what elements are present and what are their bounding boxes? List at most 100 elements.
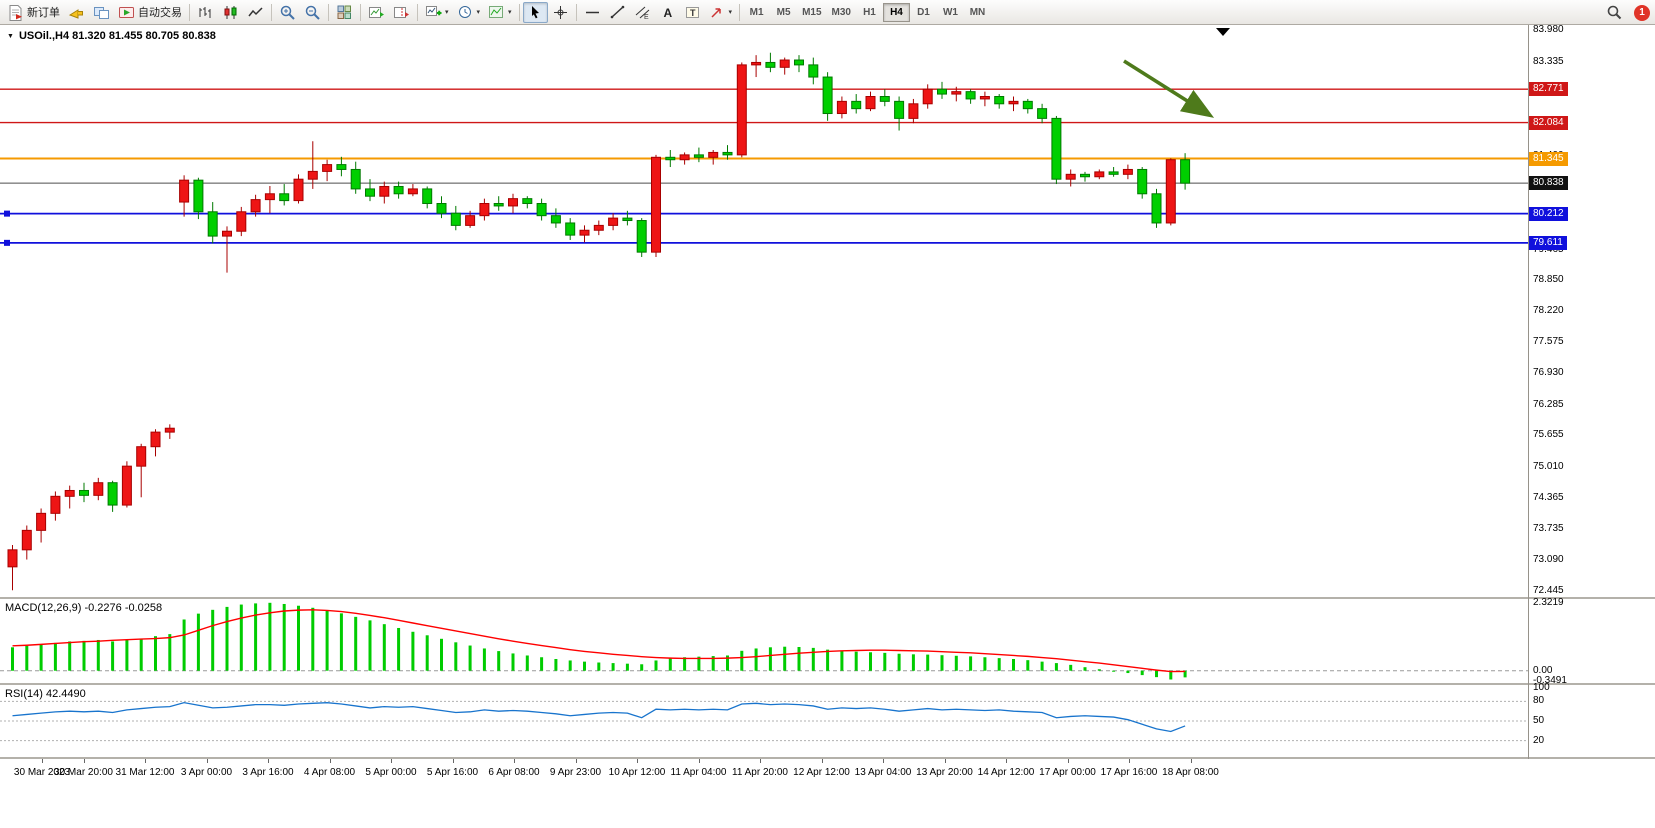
text-label-tool-button[interactable]: T: [680, 2, 705, 23]
svg-text:A: A: [663, 6, 672, 20]
time-tick-mark: [1067, 759, 1069, 763]
indicators-button[interactable]: ▾: [484, 2, 516, 23]
tile-windows-button[interactable]: [332, 2, 357, 23]
macd-histogram-bar: [1140, 670, 1144, 676]
candle-body: [1180, 159, 1191, 184]
macd-histogram-bar: [254, 603, 258, 671]
channel-tool-button[interactable]: E: [630, 2, 655, 23]
price-axis-border: [1528, 25, 1529, 759]
macd-histogram-bar: [11, 647, 14, 671]
candlestick-chart-button[interactable]: [218, 2, 243, 23]
new-order-button[interactable]: 新订单: [3, 2, 64, 23]
line-chart-button[interactable]: [243, 2, 268, 23]
metaeditor-button[interactable]: [64, 2, 89, 23]
one-click-trading-toggle[interactable]: ▼: [7, 32, 14, 40]
trend-arrow-annotation[interactable]: [1123, 59, 1215, 118]
main-price-chart[interactable]: [0, 25, 1528, 597]
text-icon: A: [663, 6, 672, 20]
candle-body: [21, 529, 32, 551]
time-tick-mark: [514, 759, 515, 763]
time-tick-label: 9 Apr 23:00: [549, 767, 602, 778]
chart-shift-button[interactable]: [389, 2, 414, 23]
trendline-tool-button[interactable]: [605, 2, 630, 23]
timeframe-button-MN[interactable]: MN: [964, 3, 991, 22]
metaeditor-icon: [68, 8, 83, 19]
time-tick-label: 17 Apr 16:00: [1100, 767, 1158, 778]
macd-histogram-bar: [111, 641, 115, 671]
macd-histogram-bar: [354, 616, 358, 671]
time-tick-mark: [883, 759, 884, 763]
market-watch-icon: [94, 6, 109, 19]
timeframe-button-H4[interactable]: H4: [882, 2, 910, 22]
time-tick-mark: [1006, 759, 1007, 763]
macd-histogram-bar: [211, 609, 215, 671]
macd-histogram-bar: [96, 639, 100, 671]
cursor-tool-button[interactable]: [522, 1, 548, 23]
time-tick-mark: [698, 759, 700, 763]
autotrading-label: 自动交易: [138, 7, 182, 19]
candle-body: [665, 156, 676, 161]
macd-histogram-bar: [911, 654, 915, 671]
timeframe-button-H1[interactable]: H1: [856, 3, 883, 22]
text-tool-button[interactable]: A: [655, 2, 680, 23]
timeframe-button-D1[interactable]: D1: [910, 3, 937, 22]
macd-histogram-bar: [154, 636, 157, 671]
clock-icon: [458, 5, 471, 18]
candle-body: [93, 482, 104, 496]
autotrading-icon: [119, 6, 134, 18]
timeframe-button-M1[interactable]: M1: [743, 3, 770, 22]
hline-handle[interactable]: [4, 210, 10, 217]
panel-splitter[interactable]: [0, 597, 1655, 599]
rsi-panel[interactable]: [0, 685, 1528, 757]
candle-body: [922, 88, 933, 105]
rsi-line: [12, 702, 1186, 733]
macd-histogram-bar: [568, 660, 572, 671]
candle-body: [293, 178, 304, 202]
timeframe-button-M15[interactable]: M15: [797, 3, 826, 22]
new-chart-button[interactable]: ▾: [421, 2, 453, 23]
time-axis[interactable]: 30 Mar 2023 30 Mar 20:00 31 Mar 12:00 3 Apr…: [0, 759, 1655, 828]
channel-icon: E: [635, 6, 649, 21]
candle-body: [79, 489, 89, 496]
hline-handle[interactable]: [4, 239, 10, 246]
macd-panel[interactable]: [0, 599, 1528, 683]
timeframe-button-M5[interactable]: M5: [770, 3, 797, 22]
notification-badge[interactable]: 1: [1634, 4, 1650, 21]
time-tick-label: 3 Apr 16:00: [242, 767, 294, 778]
candle-body: [450, 212, 461, 226]
timeframe-button-M30[interactable]: M30: [827, 3, 856, 22]
candle-body: [536, 203, 547, 217]
text-label-icon: T: [685, 6, 699, 18]
timeframe-group: M1 M5 M15 M30 H1 H4 D1 W1 MN: [743, 2, 991, 22]
periods-button[interactable]: ▾: [453, 2, 485, 23]
toolbar-separator: [518, 3, 520, 21]
market-watch-button[interactable]: [89, 2, 114, 23]
chart-shift-marker[interactable]: [1216, 28, 1230, 36]
time-tick-label: 6 Apr 08:00: [488, 767, 540, 778]
candle-body: [994, 96, 1005, 105]
autotrading-button[interactable]: 自动交易: [114, 2, 186, 23]
timeframe-button-W1[interactable]: W1: [937, 3, 964, 22]
candle-body: [436, 203, 447, 214]
crosshair-tool-button[interactable]: [548, 2, 573, 23]
candle-body: [150, 431, 161, 448]
candle-body: [608, 217, 619, 226]
panel-splitter[interactable]: [0, 757, 1655, 759]
bar-chart-button[interactable]: [193, 2, 218, 23]
chevron-down-icon: ▾: [508, 9, 512, 16]
zoom-in-button[interactable]: [275, 2, 300, 23]
macd-histogram-bar: [268, 602, 272, 671]
panel-splitter[interactable]: [0, 683, 1655, 685]
search-button[interactable]: [1602, 2, 1627, 23]
candle-body: [322, 164, 333, 172]
auto-scroll-button[interactable]: [364, 2, 389, 23]
candle-body: [36, 512, 47, 531]
candle-body: [279, 193, 290, 202]
arrow-tools-button[interactable]: ▾: [705, 2, 737, 23]
macd-histogram-bar: [883, 652, 887, 671]
horizontal-line-tool-button[interactable]: [580, 2, 605, 23]
new-chart-icon: [426, 5, 442, 16]
candle-body: [179, 179, 190, 203]
zoom-out-button[interactable]: [300, 2, 325, 23]
price-axis[interactable]: 83.98083.33582.69082.04581.40080.75580.1…: [1529, 24, 1655, 828]
